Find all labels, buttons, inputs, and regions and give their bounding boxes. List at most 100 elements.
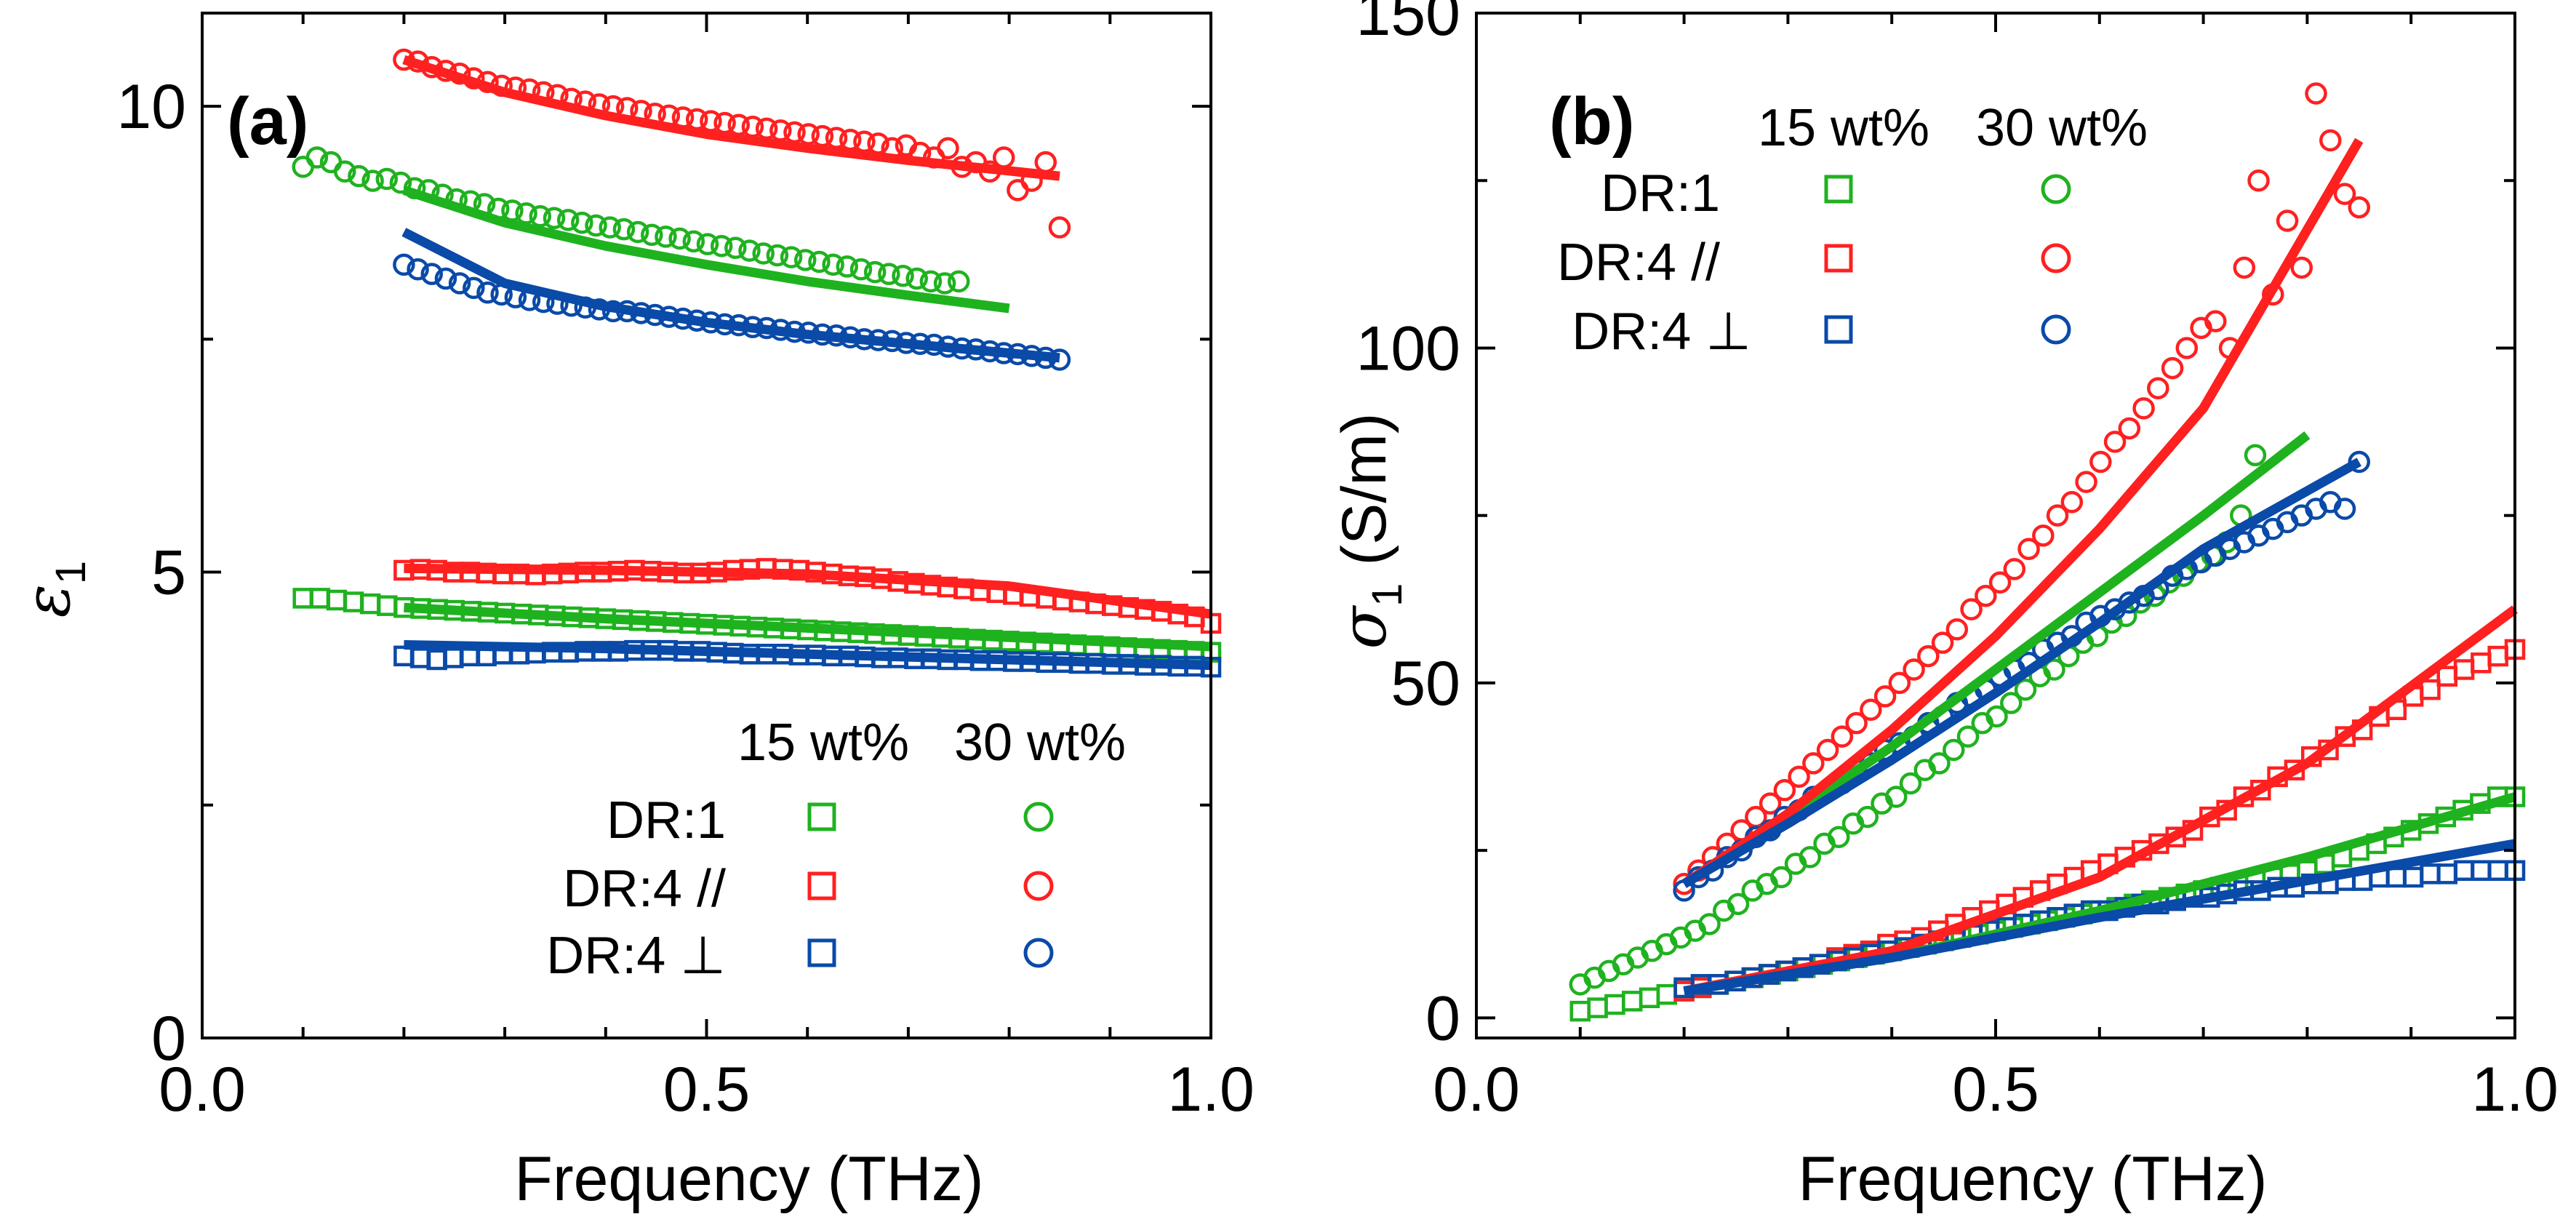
data-point xyxy=(2204,310,2227,332)
data-point xyxy=(1727,892,1750,916)
data-point xyxy=(1816,738,1839,762)
data-point xyxy=(1975,584,1997,607)
data-point xyxy=(682,230,705,253)
data-point xyxy=(1799,846,1822,868)
data-point xyxy=(655,225,677,248)
data-point xyxy=(919,270,943,293)
data-point xyxy=(1928,752,1951,775)
data-point xyxy=(1985,705,2008,728)
data-point xyxy=(389,171,412,194)
data-point xyxy=(2247,169,2270,192)
data-point xyxy=(2000,692,2023,714)
panel-a-legend: 15 wt% 30 wt% DR:1 DR:4 // DR:4 ⊥ xyxy=(546,714,1126,985)
legend-circle-marker xyxy=(1023,802,1054,832)
data-point xyxy=(2233,256,2256,279)
panel-b-fit-line xyxy=(1683,839,2516,996)
data-point xyxy=(2161,356,2184,380)
data-point xyxy=(863,260,887,284)
data-point xyxy=(2089,450,2112,474)
data-point xyxy=(2175,337,2199,359)
data-point xyxy=(434,267,457,290)
panel-b-legend-row-dr4-perp: DR:4 ⊥ xyxy=(1572,303,1751,361)
panel-a-axes: 0.0 0.5 1.0 0 5 10 xyxy=(116,12,1255,1125)
data-point xyxy=(2420,679,2441,700)
data-point xyxy=(1888,671,1911,695)
data-point xyxy=(948,270,970,293)
data-point xyxy=(752,242,775,265)
data-point xyxy=(2319,129,2342,152)
data-point xyxy=(2118,417,2141,440)
data-point xyxy=(2348,196,2371,219)
panel-b-label: (b) xyxy=(1549,84,1634,159)
data-point xyxy=(2103,431,2127,453)
data-point xyxy=(937,137,959,159)
data-point xyxy=(793,249,817,271)
data-point xyxy=(626,220,649,244)
data-point xyxy=(696,233,719,255)
data-point xyxy=(1917,644,1940,668)
data-point xyxy=(2075,471,2097,493)
data-point xyxy=(878,263,900,285)
data-point xyxy=(1828,826,1850,848)
data-point xyxy=(1773,779,1796,802)
legend-square-marker xyxy=(807,871,836,900)
data-point xyxy=(808,250,831,273)
data-point xyxy=(2276,209,2299,232)
y-tick-label: 10 xyxy=(116,72,186,142)
data-point xyxy=(1802,752,1825,775)
legend-square-marker xyxy=(1824,244,1853,273)
data-point xyxy=(407,258,429,281)
legend-square-marker xyxy=(807,938,836,967)
data-point xyxy=(2132,397,2155,420)
data-point xyxy=(2032,524,2055,547)
data-point xyxy=(766,244,789,267)
data-point xyxy=(2003,558,2026,580)
data-point xyxy=(668,227,691,250)
panel-a-label: (a) xyxy=(227,84,308,159)
data-point xyxy=(2244,444,2267,467)
data-point xyxy=(2305,82,2327,105)
y-tick-label: 0 xyxy=(151,1004,186,1074)
panel-b-fit-line xyxy=(1681,137,2364,888)
panel-a: 0.0 0.5 1.0 0 5 10 (a) Frequency (THz) ε1 15 … xyxy=(12,12,1255,1214)
panel-b-legend: 15 wt% 30 wt% DR:1 DR:4 // DR:4 ⊥ xyxy=(1557,99,2148,361)
panel-b-y-axis-title: σ1 (S/m) xyxy=(1328,412,1411,649)
panel-a-y-symbol: ε xyxy=(12,584,84,618)
data-point xyxy=(836,255,859,278)
panel-b-axes: 0.0 0.5 1.0 0 50 100 150 xyxy=(1356,0,2559,1125)
x-tick-label: 0.5 xyxy=(663,1055,751,1125)
panel-a-x-axis-title: Frequency (THz) xyxy=(514,1144,983,1214)
panel-b-y-subscript: 1 xyxy=(1364,583,1411,607)
panel-a-legend-markers xyxy=(807,802,1054,968)
data-point xyxy=(1831,725,1854,748)
data-point xyxy=(585,214,607,237)
panel-b-legend-markers xyxy=(1824,174,2071,345)
data-point xyxy=(1931,631,1954,654)
data-point xyxy=(375,167,399,191)
panel-b-legend-header-30: 30 wt% xyxy=(1976,99,2148,157)
data-point xyxy=(1956,725,1980,748)
y-tick-label: 0 xyxy=(1425,983,1460,1053)
data-point xyxy=(933,272,956,295)
data-point xyxy=(1698,913,1721,935)
panel-b-legend-header-15: 15 wt% xyxy=(1758,99,1929,157)
data-point xyxy=(2060,491,2084,514)
panel-b-fit-line xyxy=(1681,458,2361,888)
data-point xyxy=(2014,678,2037,701)
legend-circle-marker xyxy=(2041,314,2071,345)
data-point xyxy=(1873,685,1897,708)
data-point xyxy=(476,281,499,304)
panel-a-y-axis-title: ε1 xyxy=(12,561,95,618)
data-point xyxy=(612,217,636,241)
data-point xyxy=(1048,216,1071,239)
panel-a-fit-line xyxy=(402,185,1010,314)
panel-b-x-axis-title: Frequency (THz) xyxy=(1798,1144,2267,1214)
data-point xyxy=(2043,658,2065,681)
data-point xyxy=(892,264,914,287)
data-point xyxy=(529,204,552,228)
data-point xyxy=(333,160,356,183)
data-point xyxy=(543,207,566,230)
data-point xyxy=(348,164,370,188)
data-point xyxy=(420,263,444,285)
